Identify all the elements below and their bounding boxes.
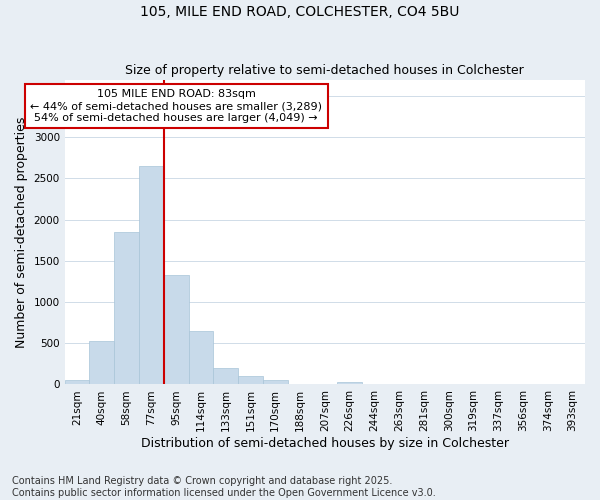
Text: Contains HM Land Registry data © Crown copyright and database right 2025.
Contai: Contains HM Land Registry data © Crown c… [12,476,436,498]
Bar [65,380,89,384]
Bar [164,275,188,384]
Text: 105 MILE END ROAD: 83sqm
← 44% of semi-detached houses are smaller (3,289)
54% o: 105 MILE END ROAD: 83sqm ← 44% of semi-d… [30,90,322,122]
Bar [114,232,139,384]
Bar [238,376,263,384]
Text: 105, MILE END ROAD, COLCHESTER, CO4 5BU: 105, MILE END ROAD, COLCHESTER, CO4 5BU [140,5,460,19]
Bar [337,382,362,384]
X-axis label: Distribution of semi-detached houses by size in Colchester: Distribution of semi-detached houses by … [141,437,509,450]
Bar [263,380,287,384]
Bar [89,341,114,384]
Bar [214,368,238,384]
Bar [188,331,214,384]
Bar [139,166,164,384]
Title: Size of property relative to semi-detached houses in Colchester: Size of property relative to semi-detach… [125,64,524,77]
Y-axis label: Number of semi-detached properties: Number of semi-detached properties [15,116,28,348]
